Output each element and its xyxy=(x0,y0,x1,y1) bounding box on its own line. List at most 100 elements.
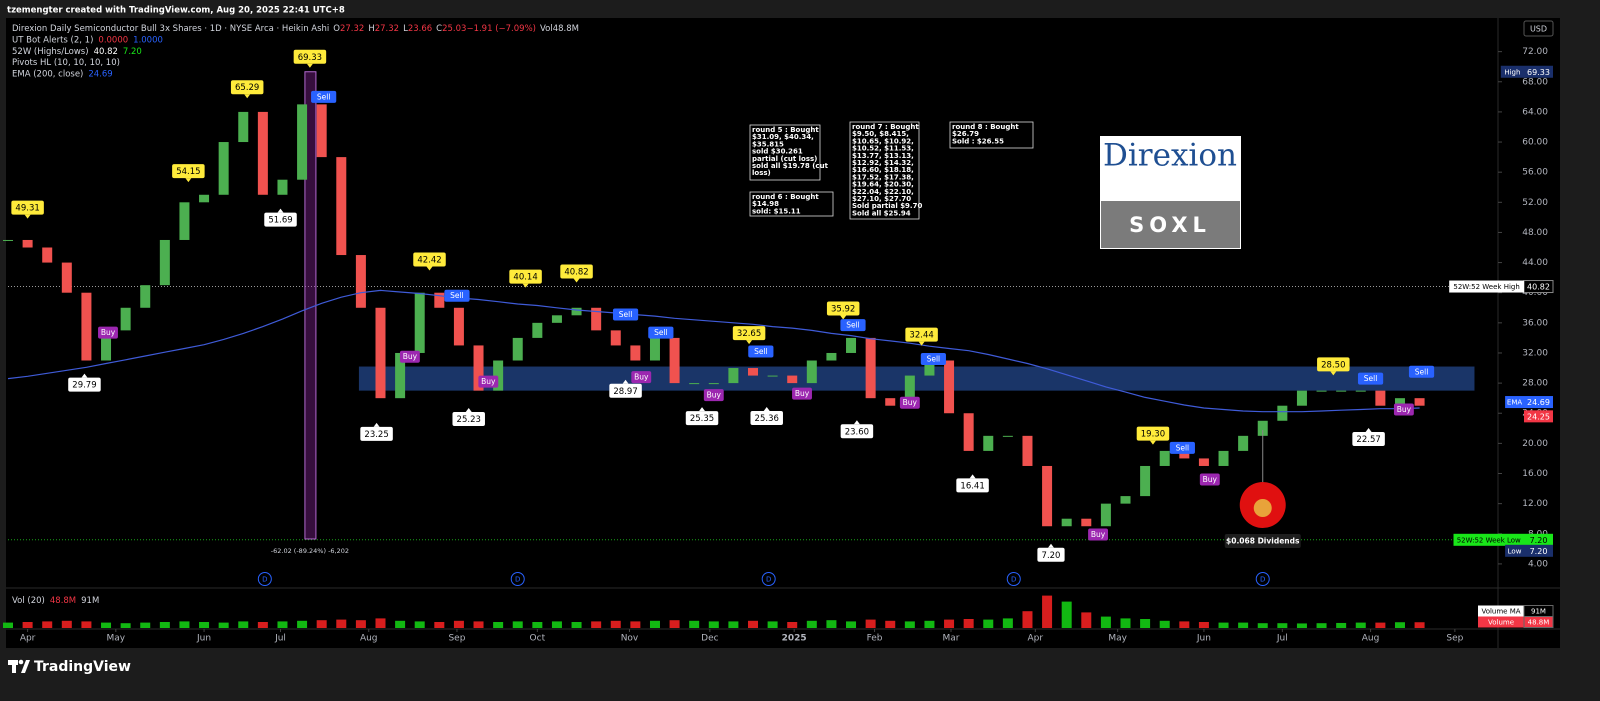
pivot-box xyxy=(413,252,446,267)
price-badge-value: 7.20 xyxy=(1530,536,1548,545)
candle xyxy=(1140,465,1151,497)
symbol: Direxion Daily Semiconductor Bull 3x Sha… xyxy=(12,24,329,34)
price-badge-name: High xyxy=(1504,68,1520,76)
candle xyxy=(395,352,406,399)
volume-badge-value: 91M xyxy=(1531,608,1546,616)
volume-bar xyxy=(904,621,915,628)
pivot-box xyxy=(360,426,393,441)
y-tick-label: 44.00 xyxy=(1522,258,1548,268)
indicator-value: 40.82 xyxy=(94,46,118,56)
dividend-marker xyxy=(257,572,272,586)
note-line: $16.60, $18.18, xyxy=(852,166,914,174)
signal-label: Sell xyxy=(846,321,860,330)
price-badge xyxy=(1524,410,1553,423)
note-line: $22.04, $22.10, xyxy=(852,188,914,196)
pivot-pointer xyxy=(746,340,753,345)
note-box xyxy=(849,121,920,220)
pivot-label: 19.30 xyxy=(1141,430,1165,440)
note-box xyxy=(949,121,1034,149)
pivot-pointer xyxy=(465,407,472,412)
candle xyxy=(1002,435,1013,437)
pivot-box xyxy=(1352,432,1385,447)
candle xyxy=(179,202,190,240)
currency-box[interactable] xyxy=(1523,20,1554,37)
pivot-box xyxy=(840,424,874,439)
candle xyxy=(1061,518,1072,527)
note-line: sold: $15.11 xyxy=(752,207,801,215)
candle xyxy=(140,285,151,308)
signal-box xyxy=(899,396,920,409)
indicator: Pivots HL (10, 10, 10, 10) xyxy=(12,58,120,68)
candle xyxy=(473,345,484,391)
y-tick-label: 52.00 xyxy=(1522,198,1548,208)
volume-bar xyxy=(1355,622,1366,628)
pivot-box xyxy=(905,327,938,342)
candle xyxy=(669,337,680,384)
pivot-label: 16.41 xyxy=(960,481,984,491)
candle xyxy=(728,368,739,384)
price-badge xyxy=(1524,533,1553,546)
volume-bar xyxy=(61,620,72,628)
indicator: 52W (Highs/Lows) 40.82 7.20 xyxy=(12,46,142,56)
signal-box xyxy=(792,387,812,400)
pivot-pointer xyxy=(622,379,629,384)
indicator-name: 52W (Highs/Lows) xyxy=(12,46,89,56)
pivot-label: 40.14 xyxy=(513,273,537,283)
note-line: $13.77, $13.13, xyxy=(852,152,914,160)
candle xyxy=(414,292,425,353)
indicator: EMA (200, close) 24.69 xyxy=(12,69,113,79)
quote-value: 23.66 xyxy=(408,24,432,34)
x-tick-label: Feb xyxy=(867,634,883,644)
currency[interactable]: USD xyxy=(1530,25,1547,34)
signal-label: Buy xyxy=(1203,475,1218,484)
quote-key: C xyxy=(436,24,442,34)
pivot-box xyxy=(826,301,860,316)
x-tick-label: Apr xyxy=(1028,634,1044,644)
signal-label: Buy xyxy=(795,389,810,398)
price-badge xyxy=(1524,396,1553,409)
volume-bar xyxy=(257,622,268,628)
candle xyxy=(983,435,994,451)
dividend-marker-label: D xyxy=(515,576,520,584)
candle xyxy=(1179,450,1190,459)
price-badge xyxy=(1524,65,1553,78)
y-tick-label: 36.00 xyxy=(1522,318,1548,328)
volume-bar xyxy=(669,620,680,628)
candle xyxy=(375,307,386,399)
volume-bar xyxy=(806,620,817,628)
support-zone xyxy=(358,366,1475,391)
signal-label: Sell xyxy=(654,328,668,337)
currency-button[interactable]: USD xyxy=(1523,20,1554,37)
candle xyxy=(885,398,896,406)
pivot-box xyxy=(1136,426,1170,441)
dividend-label-box xyxy=(1224,534,1301,548)
signal-box xyxy=(920,353,946,365)
volume-bar xyxy=(120,623,131,628)
volume-bar xyxy=(1336,622,1347,628)
volume-bar xyxy=(1140,619,1151,628)
volume-bar xyxy=(1394,622,1405,628)
pivot-label: 69.33 xyxy=(298,53,322,63)
x-tick-label: Nov xyxy=(621,634,639,644)
candle xyxy=(944,360,955,414)
volume-bar xyxy=(297,620,308,628)
candle xyxy=(571,307,582,316)
volume-bar xyxy=(316,620,327,628)
candle xyxy=(1042,465,1053,527)
candle xyxy=(336,157,347,256)
note-line: $9.50, $8.415, xyxy=(852,130,909,138)
note-box xyxy=(749,191,834,217)
pivot-pointer xyxy=(1365,428,1372,433)
signal-label: Buy xyxy=(101,328,116,337)
pivot-pointer xyxy=(373,422,380,427)
volume-bar xyxy=(963,619,974,628)
volume-bar xyxy=(81,621,92,628)
pivot-box xyxy=(685,411,719,426)
pivot-pointer xyxy=(918,341,925,346)
indicator-name: EMA (200, close) xyxy=(12,69,83,79)
volume-bar xyxy=(689,620,700,628)
x-tick-label: Apr xyxy=(20,634,36,644)
candle xyxy=(904,375,915,406)
volume-bar xyxy=(1375,622,1386,628)
pivot-pointer xyxy=(1330,371,1337,376)
